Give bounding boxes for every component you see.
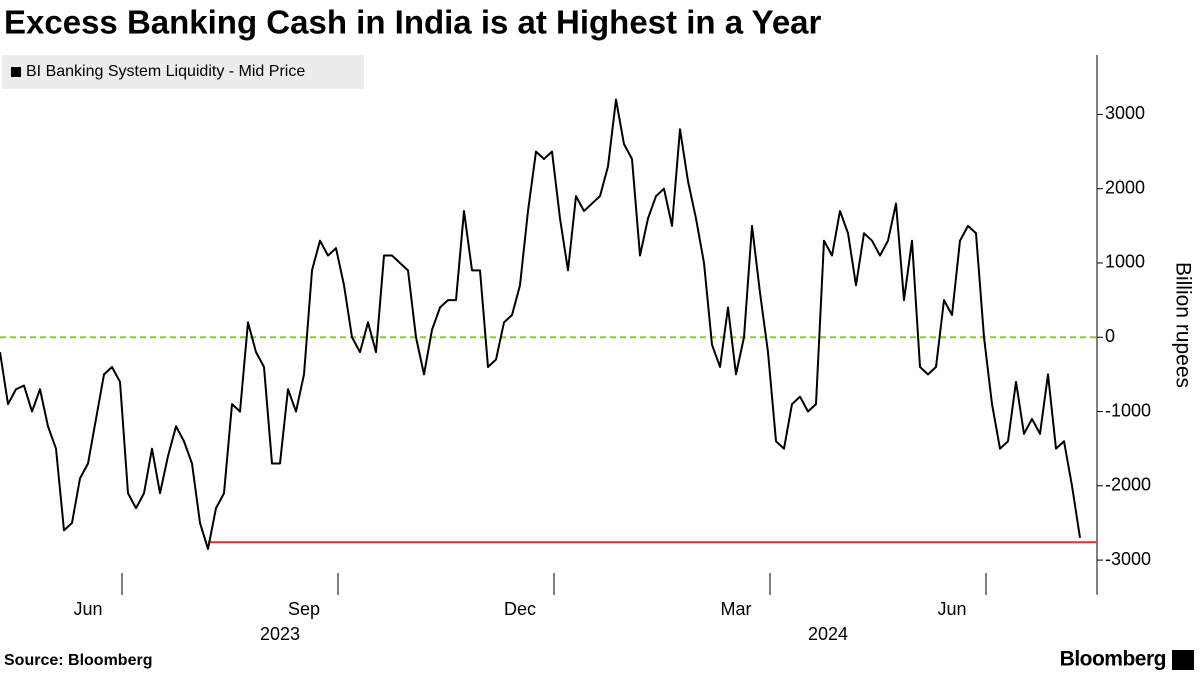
x-group-label: 2024 [808, 624, 848, 644]
x-tick-label: Dec [504, 599, 536, 619]
legend [2, 55, 364, 89]
y-tick-label: 3000 [1105, 103, 1145, 123]
legend-swatch [11, 67, 21, 77]
x-group-label: 2023 [260, 624, 300, 644]
y-tick-label: -1000 [1105, 400, 1151, 420]
chart-title: Excess Banking Cash in India is at Highe… [4, 4, 822, 41]
brand-icon [1172, 650, 1194, 670]
source: Source: Bloomberg [4, 652, 152, 669]
line-series [0, 98, 1081, 550]
y-tick-label: -2000 [1105, 475, 1151, 495]
y-tick-label: 2000 [1105, 177, 1145, 197]
x-tick-label: Sep [288, 599, 320, 619]
x-tick-label: Mar [721, 599, 752, 619]
x-tick-label: Jun [937, 599, 966, 619]
brand: Bloomberg [1060, 648, 1166, 671]
x-tick-label: Jun [73, 599, 102, 619]
y-tick-label: 1000 [1105, 252, 1145, 272]
y-tick-label: -3000 [1105, 549, 1151, 569]
legend-label: BI Banking System Liquidity - Mid Price [26, 63, 305, 80]
y-tick-label: 0 [1105, 326, 1115, 346]
y-axis-label: Billion rupees [1171, 262, 1194, 388]
